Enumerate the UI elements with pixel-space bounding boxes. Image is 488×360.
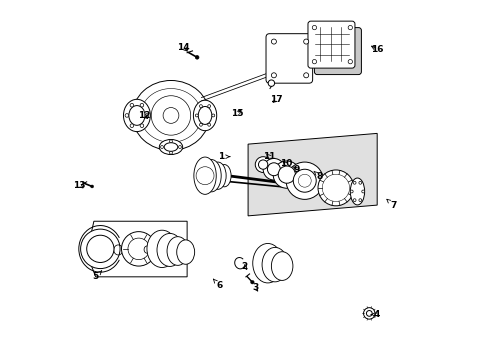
Circle shape bbox=[211, 114, 214, 117]
Text: 17: 17 bbox=[270, 95, 283, 104]
Text: 14: 14 bbox=[177, 43, 189, 52]
Circle shape bbox=[278, 166, 295, 183]
Ellipse shape bbox=[151, 246, 157, 253]
Circle shape bbox=[86, 235, 114, 262]
Circle shape bbox=[273, 161, 300, 188]
Circle shape bbox=[130, 124, 133, 127]
Circle shape bbox=[195, 55, 199, 59]
Circle shape bbox=[169, 140, 172, 143]
Text: 4: 4 bbox=[370, 310, 380, 319]
Polygon shape bbox=[247, 134, 376, 216]
FancyBboxPatch shape bbox=[314, 28, 361, 75]
Ellipse shape bbox=[193, 157, 216, 194]
Circle shape bbox=[347, 26, 352, 30]
Circle shape bbox=[207, 105, 210, 108]
Circle shape bbox=[298, 174, 310, 187]
Ellipse shape bbox=[202, 159, 221, 192]
Circle shape bbox=[347, 59, 352, 64]
FancyBboxPatch shape bbox=[307, 21, 354, 68]
Circle shape bbox=[81, 229, 120, 269]
Text: 6: 6 bbox=[213, 279, 222, 290]
Circle shape bbox=[199, 123, 202, 126]
Circle shape bbox=[317, 170, 353, 206]
Circle shape bbox=[366, 311, 371, 316]
Circle shape bbox=[352, 199, 355, 202]
Circle shape bbox=[363, 308, 374, 319]
Ellipse shape bbox=[252, 243, 282, 283]
Circle shape bbox=[178, 145, 181, 148]
Ellipse shape bbox=[198, 107, 211, 125]
Text: 12: 12 bbox=[138, 111, 150, 120]
Ellipse shape bbox=[164, 143, 178, 151]
Text: 2: 2 bbox=[241, 262, 247, 271]
Text: 1: 1 bbox=[218, 152, 229, 161]
Text: 15: 15 bbox=[231, 109, 243, 118]
Circle shape bbox=[151, 96, 190, 135]
Text: 3: 3 bbox=[252, 283, 258, 292]
Ellipse shape bbox=[209, 162, 225, 189]
Circle shape bbox=[358, 181, 361, 184]
Ellipse shape bbox=[193, 100, 216, 131]
Circle shape bbox=[207, 123, 210, 126]
Circle shape bbox=[121, 231, 156, 266]
Circle shape bbox=[145, 114, 148, 117]
Ellipse shape bbox=[349, 178, 364, 205]
Text: 7: 7 bbox=[386, 199, 396, 210]
Text: 5: 5 bbox=[92, 271, 102, 281]
Circle shape bbox=[349, 190, 352, 193]
Text: 11: 11 bbox=[263, 152, 275, 161]
Circle shape bbox=[140, 103, 143, 107]
Circle shape bbox=[128, 238, 149, 260]
Circle shape bbox=[199, 105, 202, 108]
Ellipse shape bbox=[147, 230, 177, 267]
Text: 13: 13 bbox=[73, 181, 85, 190]
Circle shape bbox=[196, 167, 214, 185]
Circle shape bbox=[293, 169, 316, 192]
Polygon shape bbox=[86, 221, 187, 277]
Ellipse shape bbox=[128, 105, 144, 125]
Text: 9: 9 bbox=[293, 165, 299, 174]
Circle shape bbox=[195, 114, 198, 117]
Circle shape bbox=[312, 59, 316, 64]
Ellipse shape bbox=[176, 240, 194, 264]
Ellipse shape bbox=[123, 99, 150, 132]
Circle shape bbox=[90, 185, 93, 188]
Ellipse shape bbox=[217, 165, 231, 187]
Circle shape bbox=[271, 73, 276, 78]
Text: 16: 16 bbox=[370, 45, 383, 54]
Ellipse shape bbox=[262, 247, 287, 282]
Circle shape bbox=[130, 103, 133, 107]
Circle shape bbox=[303, 73, 308, 78]
Circle shape bbox=[258, 160, 267, 169]
Circle shape bbox=[352, 181, 355, 184]
Circle shape bbox=[358, 199, 361, 202]
Ellipse shape bbox=[167, 237, 188, 265]
Circle shape bbox=[163, 108, 179, 123]
Circle shape bbox=[322, 174, 349, 202]
Circle shape bbox=[267, 80, 274, 86]
Circle shape bbox=[303, 39, 308, 44]
Ellipse shape bbox=[159, 139, 182, 154]
Circle shape bbox=[140, 124, 143, 127]
FancyBboxPatch shape bbox=[265, 34, 312, 83]
Ellipse shape bbox=[144, 246, 149, 253]
Circle shape bbox=[361, 190, 364, 193]
Circle shape bbox=[125, 114, 128, 117]
Text: 8: 8 bbox=[313, 171, 322, 181]
Circle shape bbox=[285, 162, 323, 199]
Ellipse shape bbox=[271, 252, 292, 280]
Circle shape bbox=[169, 151, 172, 154]
Circle shape bbox=[255, 157, 270, 172]
Circle shape bbox=[250, 280, 254, 284]
Circle shape bbox=[267, 163, 280, 176]
Text: 10: 10 bbox=[279, 159, 291, 168]
Ellipse shape bbox=[132, 81, 209, 150]
Ellipse shape bbox=[157, 233, 183, 266]
Circle shape bbox=[271, 39, 276, 44]
Circle shape bbox=[263, 158, 284, 180]
Circle shape bbox=[160, 145, 163, 148]
Circle shape bbox=[312, 26, 316, 30]
